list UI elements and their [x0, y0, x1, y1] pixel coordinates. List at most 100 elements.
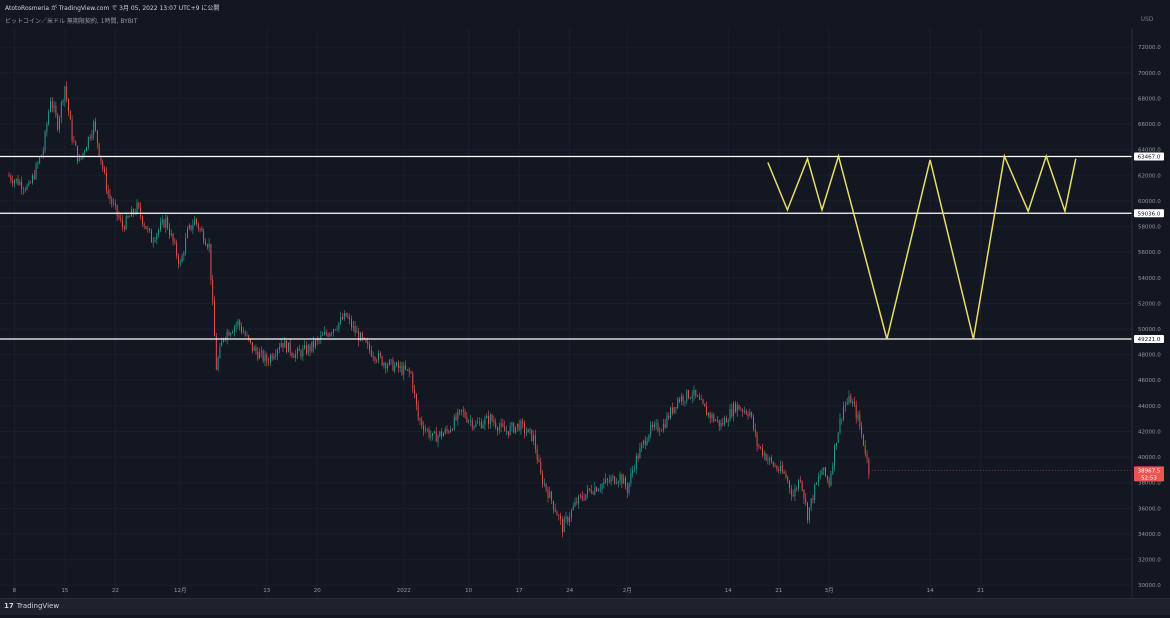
candle-body — [747, 413, 749, 416]
candle-body — [188, 225, 190, 229]
candle-body — [21, 182, 23, 190]
candle-body — [684, 401, 686, 402]
candle-body — [161, 219, 163, 223]
candle-body — [729, 408, 731, 421]
candle-body — [185, 238, 187, 254]
candle-body — [796, 488, 798, 490]
candle-body — [269, 355, 271, 363]
candle-body — [650, 425, 652, 435]
candle-body — [587, 488, 589, 495]
candle-body — [309, 345, 311, 352]
candle-body — [174, 241, 176, 243]
symbol-title[interactable]: ビットコイン／米ドル 無期限契約, 1時間, BYBIT — [5, 18, 138, 25]
candle-body — [44, 131, 46, 151]
candle-body — [354, 326, 356, 333]
candle-body — [305, 345, 307, 354]
candle-body — [132, 209, 134, 214]
candle-body — [331, 332, 333, 334]
candle-body — [540, 461, 542, 474]
candle-body — [670, 407, 671, 419]
countdown-label: 52:53 — [1141, 475, 1157, 481]
candle-body — [679, 399, 681, 402]
candle-body — [55, 105, 57, 115]
candle-body — [114, 203, 116, 205]
candle-body — [150, 230, 152, 243]
price-tick-label: 48000.0 — [1138, 353, 1161, 359]
candle-body — [87, 137, 89, 148]
candle-body — [239, 320, 241, 327]
time-tick-label: 21 — [775, 588, 782, 594]
candle-body — [286, 340, 288, 353]
candle-body — [199, 228, 201, 230]
candle-body — [608, 480, 610, 482]
time-axis[interactable]: 8 15 22 12月 13 20 2022 10 17 24 2月 14 21 3月 14 21 — [13, 587, 984, 594]
candle-body — [588, 488, 590, 490]
candle-body — [769, 457, 771, 460]
candle-body — [439, 431, 441, 436]
candle-body — [776, 466, 778, 470]
candle-body — [374, 357, 376, 361]
candle-body — [268, 362, 270, 363]
candle-body — [100, 155, 102, 162]
candle-body — [244, 332, 246, 336]
candle-body — [66, 86, 68, 99]
candle-body — [450, 429, 452, 433]
candle-body — [792, 495, 794, 497]
candle-body — [89, 137, 91, 139]
candle-body — [397, 362, 399, 369]
candle-body — [347, 316, 349, 318]
pattern-zigzag-line[interactable] — [767, 153, 1077, 340]
candle-body — [834, 445, 836, 466]
candle-body — [91, 134, 93, 139]
candle-body — [430, 435, 432, 437]
candle-body — [814, 484, 816, 500]
candle-body — [464, 411, 466, 418]
candle-body — [33, 175, 35, 179]
candle-body — [641, 443, 643, 449]
candle-body — [138, 202, 140, 208]
price-axis[interactable]: 30000.0 32000.0 34000.0 36000.0 38000.0 40000… — [1138, 45, 1161, 589]
candle-body — [39, 157, 41, 163]
candle-body — [10, 176, 12, 181]
candle-body — [369, 344, 370, 351]
candle-body — [13, 180, 15, 184]
candle-body — [625, 477, 626, 487]
candle-body — [547, 489, 549, 498]
candle-body — [471, 420, 473, 428]
candle-body — [77, 145, 78, 161]
candle-body — [825, 467, 827, 476]
candle-body — [327, 334, 329, 337]
candle-body — [518, 423, 520, 431]
candle-body — [352, 326, 354, 328]
candle-body — [338, 322, 340, 329]
candle-body — [713, 414, 715, 421]
tradingview-logo[interactable]: 17 TradingView — [4, 602, 59, 610]
candle-body — [817, 477, 819, 483]
candle-body — [31, 175, 33, 183]
candle-body — [154, 239, 156, 242]
candle-body — [859, 414, 861, 427]
candle-body — [857, 414, 859, 419]
candle-body — [127, 216, 129, 218]
candle-body — [96, 130, 98, 144]
price-tick-label: 66000.0 — [1138, 122, 1161, 128]
candle-body — [152, 241, 154, 243]
candle-body — [349, 317, 351, 320]
candle-body — [774, 466, 776, 467]
candle-body — [26, 185, 28, 190]
candle-body — [414, 389, 416, 394]
candle-body — [59, 117, 60, 130]
candle-body — [60, 102, 62, 118]
pattern-drawing[interactable] — [767, 153, 1077, 340]
candle-body — [785, 473, 787, 478]
candle-body — [798, 479, 799, 489]
candle-body — [367, 342, 369, 345]
candle-body — [448, 430, 450, 433]
candle-body — [314, 340, 316, 348]
candle-body — [626, 486, 628, 493]
price-tick-label: 68000.0 — [1138, 96, 1161, 102]
candle-body — [392, 359, 394, 371]
candle-body — [296, 348, 298, 354]
